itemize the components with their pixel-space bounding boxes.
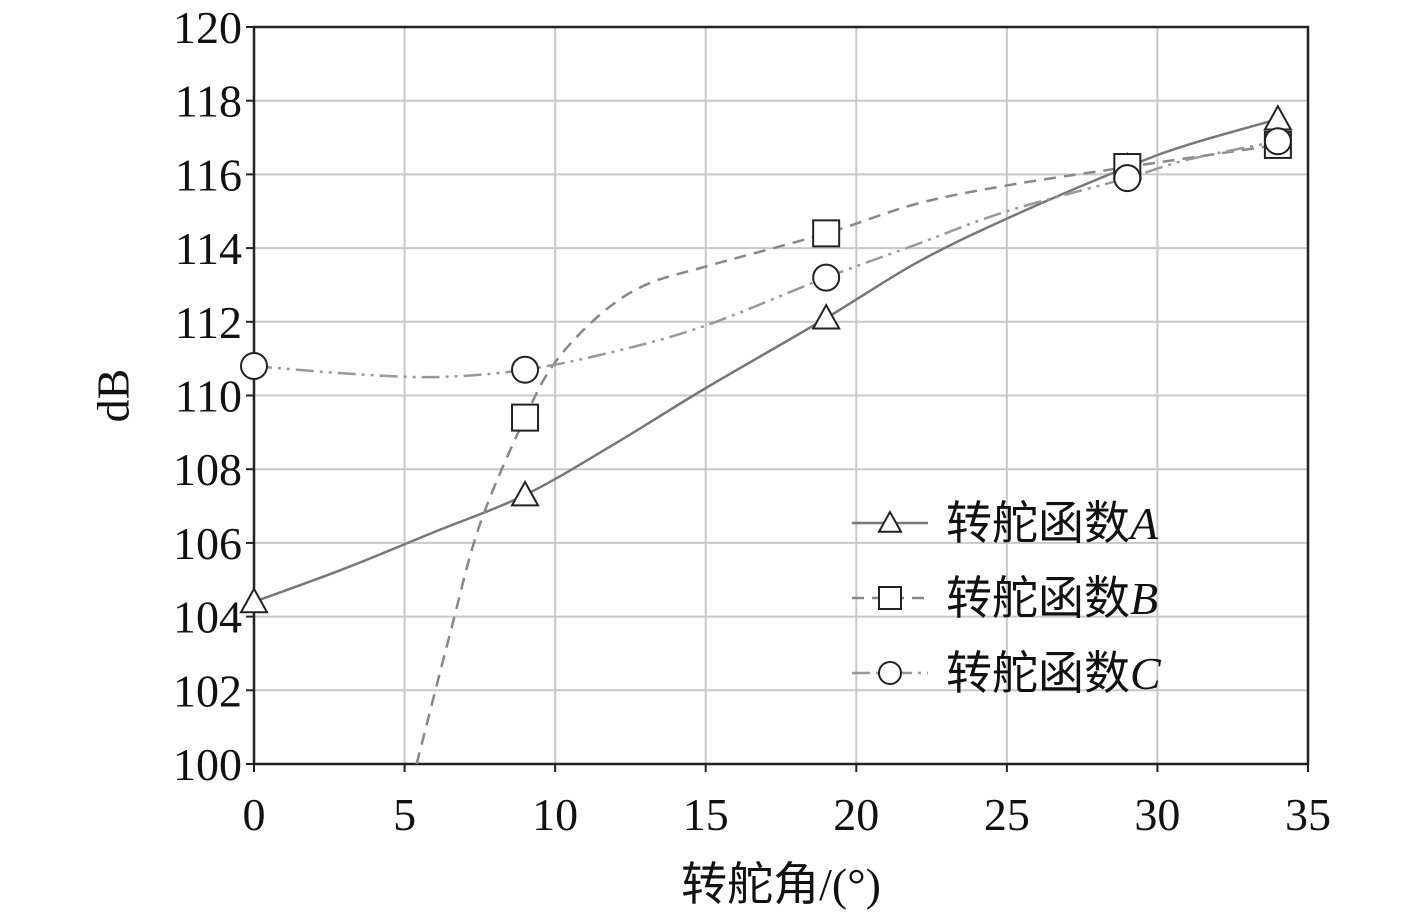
data-point-triangle (510, 479, 540, 507)
data-point-circle (511, 355, 540, 384)
x-axis-ticks: 0 5 10 15 20 25 30 35 (243, 764, 1331, 840)
y-tick-label: 112 (175, 297, 242, 348)
legend-item-a: 转舵函数A (852, 498, 1159, 549)
grid-lines (253, 26, 1309, 765)
x-tick-label: 15 (683, 789, 729, 840)
y-axis-title: dB (88, 369, 139, 423)
y-axis-ticks: 100 102 104 106 108 110 112 114 116 118 120 (173, 2, 254, 790)
legend-marker-square (878, 586, 902, 610)
series-c (240, 127, 1292, 384)
legend-label: 转舵函数C (946, 648, 1162, 699)
y-tick-label: 118 (175, 76, 242, 127)
y-tick-label: 102 (173, 665, 242, 716)
y-tick-label: 116 (175, 149, 242, 200)
series-line (254, 140, 1279, 379)
legend-label: 转舵函数B (946, 573, 1158, 624)
x-tick-label: 5 (393, 789, 416, 840)
data-point-circle (812, 263, 841, 292)
x-tick-label: 0 (243, 789, 266, 840)
data-point-circle (1113, 164, 1142, 193)
y-tick-label: 104 (173, 592, 242, 643)
legend-marker-circle (878, 661, 902, 685)
data-point-square (511, 403, 540, 432)
data-point-circle (1263, 127, 1292, 156)
data-point-triangle (811, 303, 841, 330)
series-layer (239, 104, 1293, 764)
y-tick-label: 114 (175, 223, 242, 274)
legend-item-b: 转舵函数B (852, 573, 1158, 624)
y-tick-label: 110 (175, 371, 242, 422)
x-tick-label: 20 (833, 789, 879, 840)
y-tick-label: 106 (173, 518, 242, 569)
y-tick-label: 120 (173, 2, 242, 53)
x-axis-title: 转舵角/(°) (681, 859, 881, 910)
data-point-square (812, 219, 841, 248)
data-point-triangle (239, 586, 269, 614)
legend-item-c: 转舵函数C (852, 648, 1162, 699)
legend-marker-triangle (877, 509, 903, 533)
y-tick-label: 108 (173, 444, 242, 495)
legend: 转舵函数A 转舵函数B 转舵函数C (852, 498, 1162, 699)
series-line (415, 143, 1279, 764)
data-point-triangle (1263, 104, 1293, 131)
y-tick-label: 100 (173, 739, 242, 790)
x-tick-label: 35 (1285, 789, 1331, 840)
data-point-circle (240, 352, 268, 381)
x-tick-label: 25 (984, 789, 1030, 840)
x-tick-label: 10 (532, 789, 578, 840)
legend-label: 转舵函数A (946, 498, 1159, 549)
x-tick-label: 30 (1134, 789, 1180, 840)
